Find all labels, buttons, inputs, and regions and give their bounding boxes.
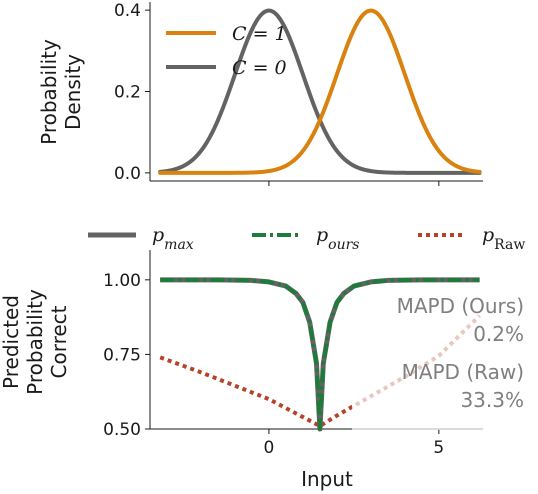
bottom-y-axis-label-line: Probability xyxy=(23,289,47,395)
top-y-ticks: 0.0 0.2 0.4 xyxy=(114,1,150,184)
bottom-legend: pmax pours pRaw xyxy=(88,224,525,253)
bottom-panel: pmax pours pRaw Predicted Probability Correc… xyxy=(0,224,530,491)
bottom-calibration-lines xyxy=(159,277,482,432)
legend-label: pmax xyxy=(152,224,194,253)
bottom-y-ticks: 0.50 0.75 1.00 xyxy=(103,271,150,440)
top-x-ticks xyxy=(268,181,440,186)
mapd-annotation-text: 33.3% xyxy=(460,388,524,412)
top-density-lines xyxy=(158,8,482,175)
top-y-axis-label-line: Density xyxy=(61,54,85,130)
bottom-x-tick-label: 0 xyxy=(264,438,275,458)
top-legend: C = 1 C = 0 xyxy=(166,23,287,79)
bottom-y-axis-label-line: Correct xyxy=(47,305,71,378)
legend-label-subscript: max xyxy=(164,237,194,253)
bottom-y-axis-label-line: Predicted xyxy=(0,295,23,389)
bottom-y-tick-label: 0.75 xyxy=(103,345,141,365)
legend-label: C = 1 xyxy=(232,23,287,45)
bottom-x-tick-label: 5 xyxy=(433,438,444,458)
bottom-y-tick-label: 0.50 xyxy=(103,420,141,440)
top-y-tick-label: 0.0 xyxy=(114,164,141,184)
top-y-tick-label: 0.4 xyxy=(114,1,141,21)
legend-label: C = 0 xyxy=(232,57,287,79)
bottom-y-tick-label: 1.00 xyxy=(103,271,141,291)
mapd-annotations: MAPD (Ours) 0.2% MAPD (Raw) 33.3% xyxy=(352,292,530,430)
calibration-line-p-ours xyxy=(160,277,480,431)
annotation-background xyxy=(352,292,530,430)
mapd-annotation-text: MAPD (Raw) xyxy=(402,360,524,384)
mapd-annotation-text: 0.2% xyxy=(473,322,524,346)
legend-label-subscript: Raw xyxy=(494,237,525,253)
top-y-axis-label-line: Probability xyxy=(37,39,61,145)
legend-label-subscript: ours xyxy=(328,237,359,253)
top-y-tick-label: 0.2 xyxy=(114,83,141,103)
calibration-line-p-raw xyxy=(159,314,482,429)
x-axis-label: Input xyxy=(301,467,353,491)
bottom-y-axis-label: Predicted Probability Correct xyxy=(0,289,71,395)
top-y-axis-label: Probability Density xyxy=(37,39,85,145)
top-panel: Probability Density 0.0 0.2 0.4 C = 1 C = 0 xyxy=(37,1,483,186)
mapd-annotation-text: MAPD (Ours) xyxy=(397,294,524,318)
density-line-C1 xyxy=(158,8,482,175)
legend-label: pours xyxy=(316,224,360,253)
legend-label: pRaw xyxy=(482,224,525,253)
